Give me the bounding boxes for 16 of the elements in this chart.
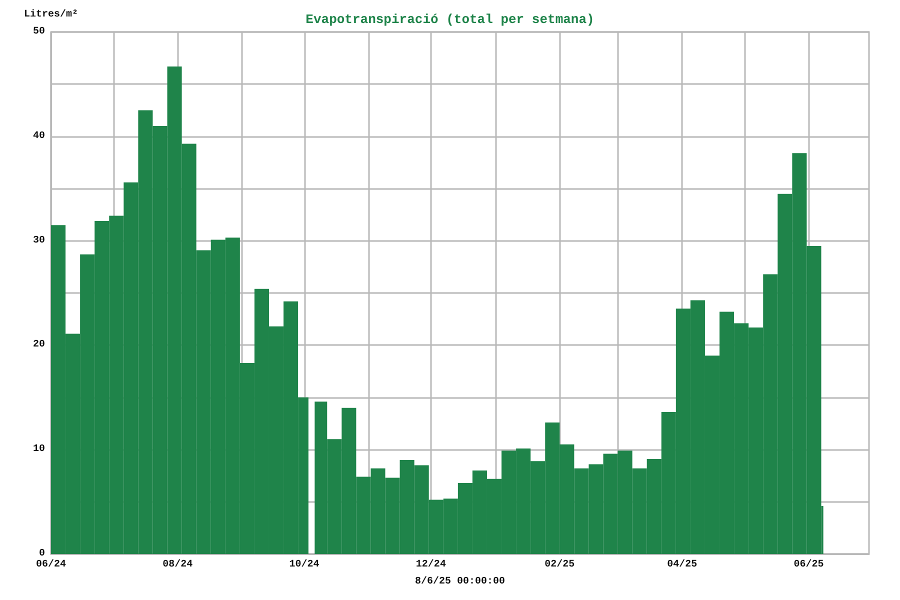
x-tick-label: 06/24 — [36, 558, 66, 570]
y-tick-label: 30 — [32, 235, 45, 246]
x-tick-label: 08/24 — [162, 558, 193, 570]
x-tick-label: 06/25 — [794, 558, 824, 570]
y-tick-label: 0 — [38, 548, 45, 560]
x-tick-label: 10/24 — [289, 558, 320, 570]
x-axis-title: 8/6/25 00:00:00 — [414, 576, 506, 588]
x-tick-label: 04/25 — [667, 558, 698, 570]
y-axis-title: Litres/m² — [24, 8, 78, 20]
y-tick-label: 10 — [32, 444, 45, 456]
chart-title: Evapotranspiració (total per setmana) — [306, 12, 594, 27]
y-tick-label: 20 — [32, 340, 45, 351]
y-tick-label: 40 — [32, 130, 45, 142]
y-tick-label: 50 — [32, 26, 45, 38]
x-tick-label: 02/25 — [544, 558, 575, 570]
x-tick-label: 12/24 — [416, 558, 446, 570]
